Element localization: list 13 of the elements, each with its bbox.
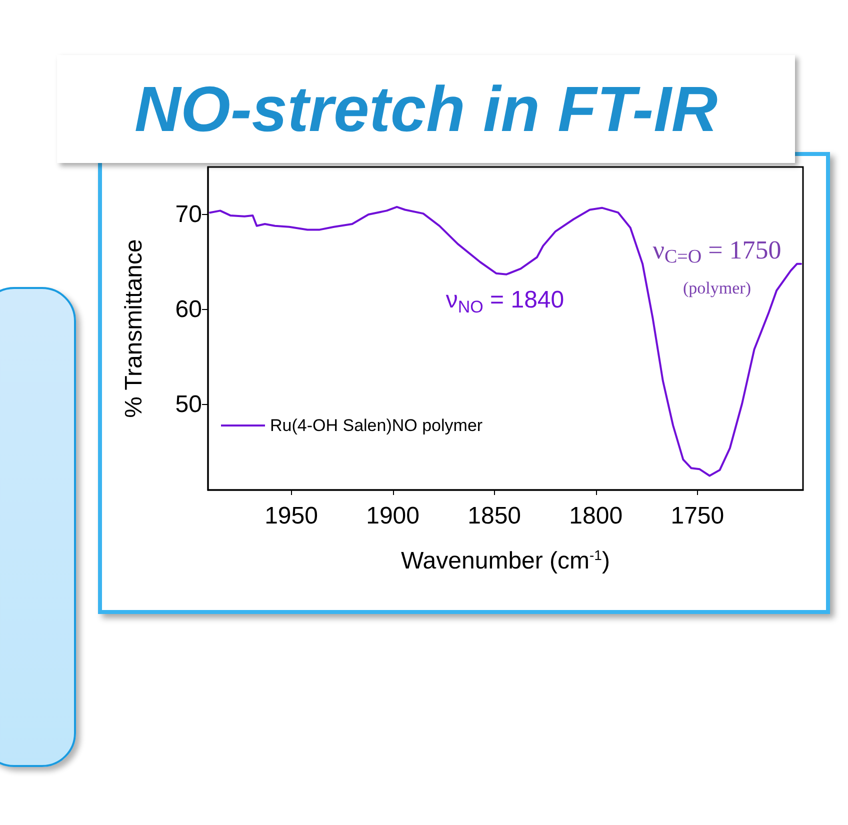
x-tick-label: 1850 bbox=[468, 502, 522, 530]
y-tick-label: 70 bbox=[175, 201, 202, 228]
y-axis-title: % Transmittance bbox=[120, 239, 148, 418]
annotation: (polymer) bbox=[683, 278, 751, 298]
y-tick-label: 60 bbox=[175, 296, 202, 323]
x-tick-label: 1800 bbox=[569, 502, 623, 530]
line-series bbox=[209, 206, 802, 477]
x-tick-label: 1750 bbox=[670, 502, 724, 530]
y-tick-label: 50 bbox=[175, 391, 202, 418]
chart-title: NO-stretch in FT-IR bbox=[134, 72, 718, 146]
legend-label: Ru(4-OH Salen)NO polymer bbox=[270, 416, 483, 435]
x-tick-label: 1900 bbox=[366, 502, 420, 530]
x-tick-label: 1950 bbox=[264, 502, 318, 530]
